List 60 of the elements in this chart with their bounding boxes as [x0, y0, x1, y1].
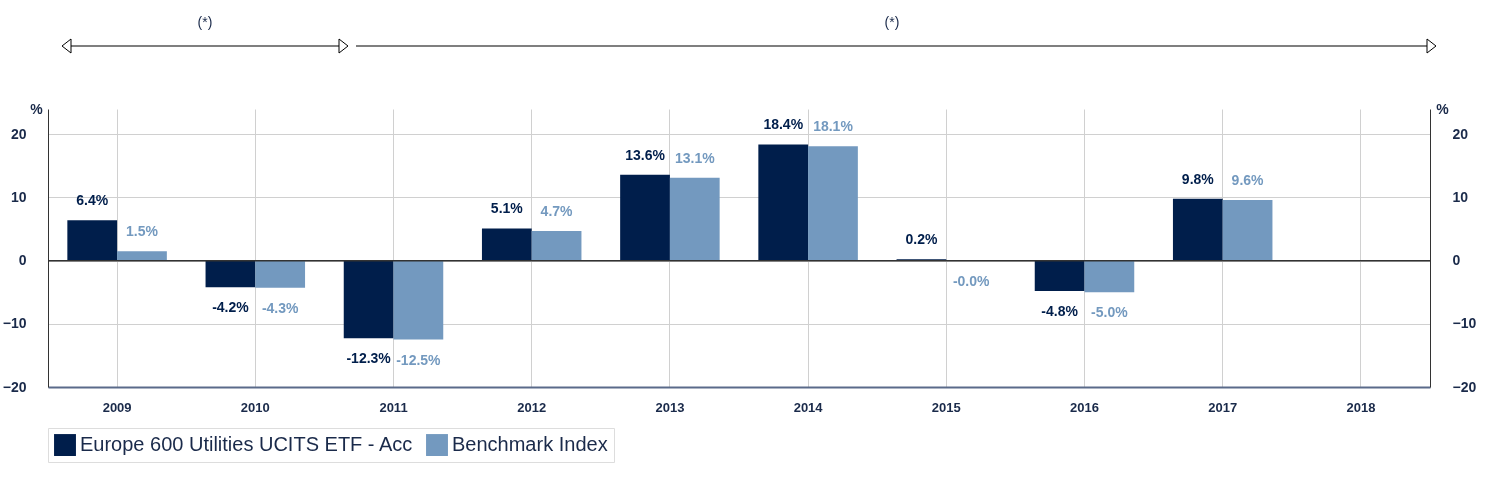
data-label: -0.0%	[952, 272, 991, 289]
data-label: -4.2%	[212, 299, 250, 316]
x-tick-label: 2016	[1070, 399, 1099, 415]
data-label: 18.4%	[763, 116, 804, 133]
data-label: 0.2%	[905, 231, 938, 248]
bar	[393, 260, 444, 340]
data-label: 1.5%	[126, 223, 159, 240]
y2-tick-label: 0	[1452, 252, 1461, 269]
x-tick-label: 2015	[931, 399, 961, 415]
data-label: 5.1%	[490, 200, 524, 217]
bar	[1172, 198, 1223, 261]
text: (*)	[197, 14, 213, 30]
bar	[481, 228, 532, 261]
y-tick-label: −10	[2, 315, 27, 332]
bar	[669, 177, 720, 261]
data-label: -12.5%	[396, 351, 442, 368]
data-label: -4.8%	[1041, 302, 1079, 319]
x-tick-label: 2014	[793, 399, 824, 415]
x-tick-label: 2011	[379, 399, 408, 415]
x-tick-label: 2017	[1208, 399, 1238, 415]
data-label: 6.4%	[76, 192, 109, 209]
bar	[67, 220, 118, 261]
bar	[808, 146, 858, 261]
y-tick-label: −20	[2, 378, 27, 395]
bar	[117, 251, 167, 261]
y-axis-title: %	[30, 100, 44, 117]
x-tick-label: 2009	[102, 399, 132, 415]
bar	[1222, 199, 1273, 261]
bar	[255, 260, 306, 288]
bar	[343, 260, 394, 339]
bar	[1084, 260, 1135, 293]
y-tick-label: 0	[18, 252, 27, 269]
x-tick-label: 2018	[1346, 399, 1376, 415]
legend-label: Europe 600 Utilities UCITS ETF - Acc	[80, 433, 413, 456]
data-label: -12.3%	[346, 350, 392, 367]
bar	[205, 260, 256, 288]
y2-tick-label: −10	[1452, 315, 1477, 332]
x-tick-label: 2013	[655, 399, 685, 415]
data-label: 13.6%	[625, 146, 666, 163]
data-label: 9.6%	[1231, 171, 1265, 188]
y-tick-label: 20	[10, 125, 27, 142]
y2-tick-label: 20	[1452, 125, 1469, 142]
data-label: 18.1%	[813, 118, 854, 135]
y2-tick-label: −20	[1452, 378, 1477, 395]
data-label: -5.0%	[1091, 304, 1129, 321]
bar	[531, 230, 582, 261]
y-tick-label: 10	[10, 188, 27, 205]
data-label: 4.7%	[540, 202, 574, 219]
bar	[1034, 260, 1085, 291]
legend-label: Benchmark Index	[452, 433, 608, 456]
bar	[620, 174, 670, 261]
bar	[758, 144, 809, 261]
data-label: 13.1%	[674, 149, 716, 166]
data-label: -4.3%	[261, 299, 300, 316]
y2-axis-title: %	[1436, 100, 1450, 117]
y2-tick-label: 10	[1452, 188, 1469, 205]
text: (*)	[884, 14, 900, 30]
x-tick-label: 2010	[240, 399, 270, 415]
data-label: 9.8%	[1181, 170, 1215, 187]
x-tick-label: 2012	[517, 399, 547, 415]
